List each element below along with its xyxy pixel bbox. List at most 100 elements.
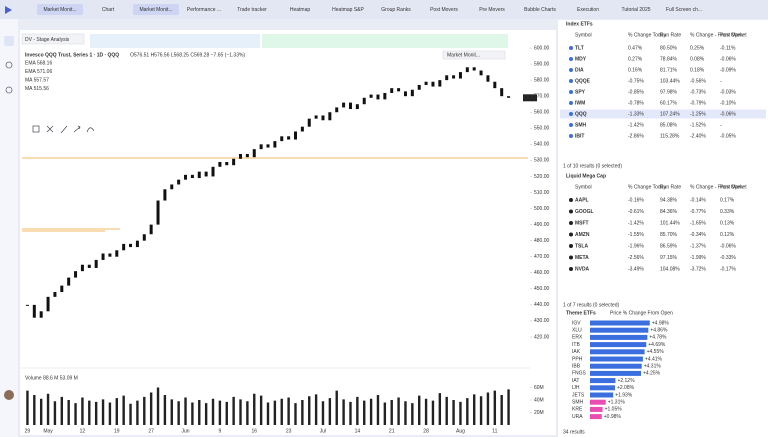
search-box[interactable] xyxy=(442,50,506,60)
tab-label: Heatmap S&P xyxy=(332,7,364,13)
tab[interactable] xyxy=(229,4,275,15)
theme-bar xyxy=(590,334,648,340)
volume-bar xyxy=(259,395,263,425)
candle xyxy=(225,162,229,166)
row-cell: -0.56% xyxy=(690,78,706,84)
tool-icon[interactable] xyxy=(60,125,68,134)
row-icon xyxy=(569,101,573,105)
candle xyxy=(197,171,201,179)
row-icon xyxy=(569,57,573,61)
tab[interactable] xyxy=(661,4,707,15)
theme-bar xyxy=(590,399,606,405)
volume-bar xyxy=(321,401,325,425)
volume-bar xyxy=(314,394,318,425)
tab-label: Full Screen ch... xyxy=(666,7,702,13)
column-header: % Change - From Open xyxy=(690,32,743,38)
y-tick-label: 460.00 xyxy=(534,270,550,276)
volume-bar xyxy=(184,397,187,425)
sidebar-icon[interactable] xyxy=(5,86,13,94)
row-icon xyxy=(569,232,573,237)
x-tick-label: 14 xyxy=(355,428,361,434)
row-cell: 107.24% xyxy=(660,111,680,117)
sidebar-icon[interactable] xyxy=(4,36,14,46)
volume-bar xyxy=(225,401,228,425)
left-sidebar xyxy=(0,19,18,437)
tab[interactable] xyxy=(133,4,179,15)
row-icon xyxy=(569,112,573,116)
theme-symbol: IJH xyxy=(572,385,580,391)
row-cell: 104.08% xyxy=(660,266,680,272)
row-cell: -2.56% xyxy=(628,255,644,261)
theme-bar xyxy=(590,349,645,355)
avatar[interactable] xyxy=(4,390,14,400)
x-tick-label: 16 xyxy=(251,428,257,434)
volume-bar xyxy=(479,396,483,425)
column-header: % Change Today xyxy=(628,184,666,190)
theme-symbol: IAT xyxy=(572,378,579,384)
row-icon xyxy=(569,68,573,72)
column-header: Symbol xyxy=(575,32,592,38)
row-cell: 0.16% xyxy=(628,67,643,73)
candle xyxy=(424,81,428,85)
sidebar-icon[interactable] xyxy=(5,61,13,69)
tab[interactable] xyxy=(421,4,467,15)
y-tick-label: 450.00 xyxy=(534,286,550,292)
tab[interactable] xyxy=(277,4,323,15)
tool-icon[interactable] xyxy=(46,125,54,133)
volume-bar xyxy=(308,396,311,425)
volume-bar xyxy=(369,398,373,425)
volume-bar xyxy=(253,393,256,425)
row-symbol: AMZN xyxy=(575,232,590,238)
volume-bar xyxy=(418,395,421,425)
tab[interactable] xyxy=(181,4,227,15)
row-cell: -1.52% xyxy=(690,122,706,128)
column-header: % Change - From Open xyxy=(690,184,743,190)
candle xyxy=(74,271,78,278)
row-icon xyxy=(569,221,573,225)
tab[interactable] xyxy=(325,4,371,15)
theme-symbol: KRE xyxy=(572,407,583,413)
candle xyxy=(507,96,511,98)
volume-bar xyxy=(301,400,304,425)
tool-icon[interactable] xyxy=(32,125,40,133)
row-cell: -0.34% xyxy=(690,232,706,238)
tab[interactable] xyxy=(517,4,563,15)
row-cell: -1.37% xyxy=(690,243,706,249)
tab[interactable] xyxy=(469,4,515,15)
row-icon xyxy=(569,123,573,127)
column-header: Run Rate xyxy=(660,32,681,38)
row-cell: -0.73% xyxy=(690,89,706,95)
y-tick-label: 480.00 xyxy=(534,238,550,244)
row-cell: -1.42% xyxy=(628,220,644,226)
candle xyxy=(300,126,304,132)
row-cell: -1.55% xyxy=(628,232,644,238)
tab[interactable] xyxy=(37,4,83,15)
study-box[interactable] xyxy=(21,33,85,45)
theme-bar xyxy=(590,356,643,362)
candle xyxy=(335,107,339,113)
row-cell: -0.33% xyxy=(720,255,736,261)
volume-bar xyxy=(404,401,407,425)
candle xyxy=(94,259,98,268)
tab[interactable] xyxy=(85,4,131,15)
tool-icon[interactable] xyxy=(86,127,95,133)
row-symbol: MSFT xyxy=(575,220,589,226)
chart-panel xyxy=(20,30,530,435)
column-header: Symbol xyxy=(575,184,592,190)
row-icon xyxy=(569,244,573,248)
volume-bar xyxy=(452,400,455,425)
tab[interactable] xyxy=(373,4,419,15)
volume-bar xyxy=(81,397,84,425)
theme-bar xyxy=(590,320,650,326)
tool-icon[interactable] xyxy=(73,125,81,133)
tab[interactable] xyxy=(565,4,611,15)
row-icon xyxy=(569,79,573,83)
theme-value: +4.31% xyxy=(644,364,662,370)
volume-bar xyxy=(287,397,290,425)
volume-bar xyxy=(108,402,112,425)
row-icon xyxy=(569,267,573,271)
volume-bar xyxy=(356,396,359,425)
volume-bar xyxy=(163,395,167,425)
tab[interactable] xyxy=(613,4,659,15)
row-cell: 115.28% xyxy=(660,133,680,139)
